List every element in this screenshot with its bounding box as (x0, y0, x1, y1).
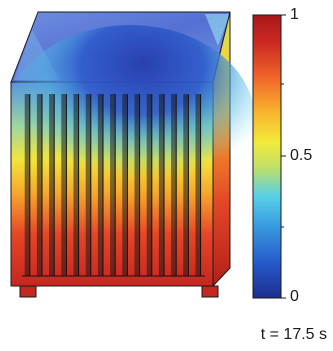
fin-slot (85, 94, 91, 276)
fin-slot (158, 94, 164, 276)
fin-slot (24, 94, 30, 276)
fin-slot (73, 94, 79, 276)
colorbar (252, 14, 282, 299)
time-annotation: t = 17.5 s (260, 326, 327, 343)
cold-region (5, 25, 255, 215)
fin-slot (110, 94, 116, 276)
fin-slot (134, 94, 140, 276)
colorbar-mid-label: 0.5 (290, 147, 313, 164)
colorbar-ticks (281, 14, 286, 299)
fin-slot (183, 94, 189, 276)
colorbar-min-label: 0 (290, 288, 299, 305)
heat-sink-foot-right (201, 285, 219, 298)
heat-sink-fins (22, 94, 205, 277)
colorbar-max-label: 1 (290, 6, 299, 23)
top-surface-highlight (205, 14, 230, 46)
heat-sink-foot-left (19, 285, 37, 298)
fin-slot (195, 94, 201, 276)
fin-slot (171, 94, 177, 276)
fin-slot (122, 94, 128, 276)
fin-slot (36, 94, 42, 276)
fin-slot (146, 94, 152, 276)
fin-slot (61, 94, 67, 276)
fin-slot (97, 94, 103, 276)
fin-slot (49, 94, 55, 276)
